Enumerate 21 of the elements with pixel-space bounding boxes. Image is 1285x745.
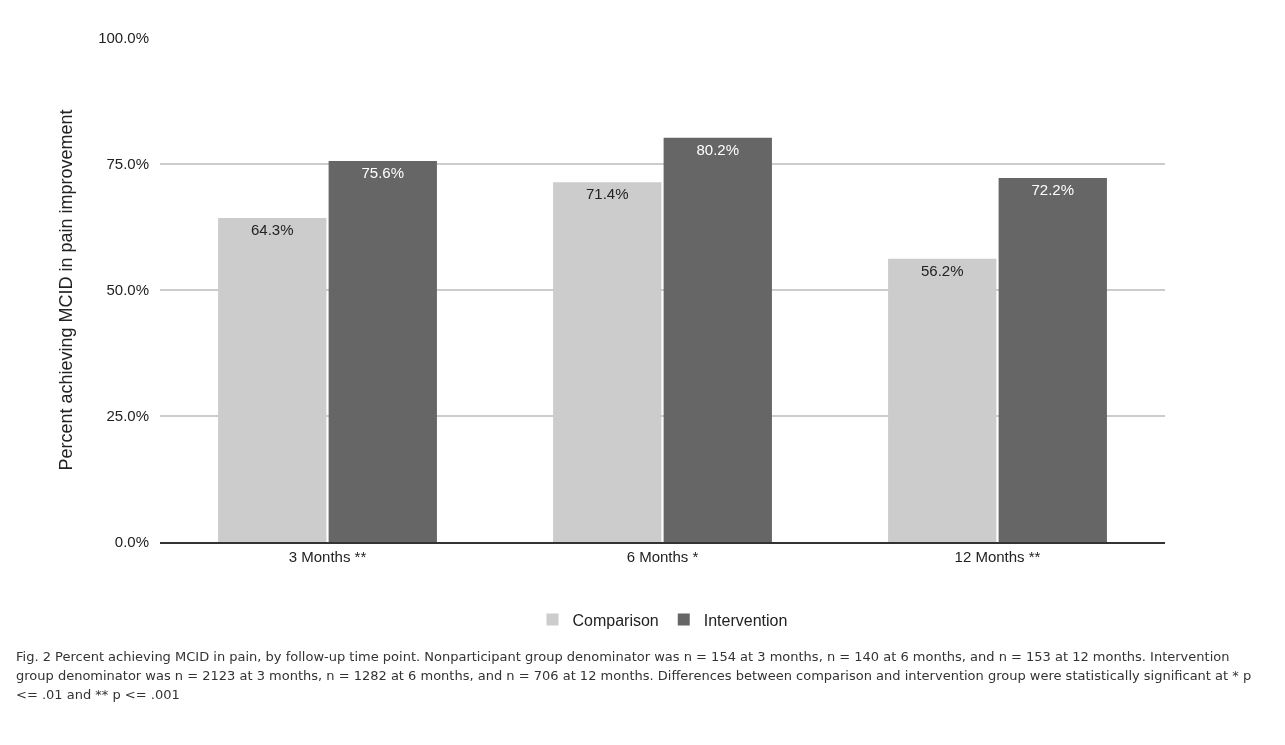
data-label: 75.6% [361, 163, 405, 181]
y-tick-label: 50.0% [106, 281, 149, 299]
y-tick-label: 0.0% [114, 533, 149, 551]
x-tick-label: 3 Months ** [288, 548, 367, 565]
data-label: 80.2% [696, 140, 740, 158]
data-label: 72.2% [1031, 181, 1075, 199]
data-label: 56.2% [920, 261, 964, 279]
legend-label: Comparison [572, 611, 659, 629]
x-tick-label: 12 Months ** [954, 548, 1041, 565]
y-axis-title: Percent achieving MCID in pain improvement [56, 109, 77, 471]
data-label: 71.4% [585, 185, 629, 203]
legend-label: Intervention [703, 611, 788, 629]
caption: Fig. 2 Percent achieving MCID in pain, by follow-up time point. Nonparticipant group denominator was n = 154 at 3 months, n = 140 at 6 months, and n = 153 at 12 months. Intervention group denominator was n = 2123 at 3 months, n = 1282 at 6 months, and n = 706 at 12 months. Differences between comparison and intervention group were statistically significant at * p <= .01 and ** p <= .001 [16, 648, 1253, 704]
y-tick-label: 75.0% [106, 155, 149, 173]
data-label: 64.3% [250, 220, 294, 238]
bar [328, 160, 437, 542]
bar [998, 178, 1107, 542]
x-tick-label: 6 Months * [626, 548, 699, 565]
y-tick-label: 25.0% [106, 407, 149, 425]
y-tick-label: 100.0% [98, 29, 149, 47]
bar [663, 137, 772, 542]
